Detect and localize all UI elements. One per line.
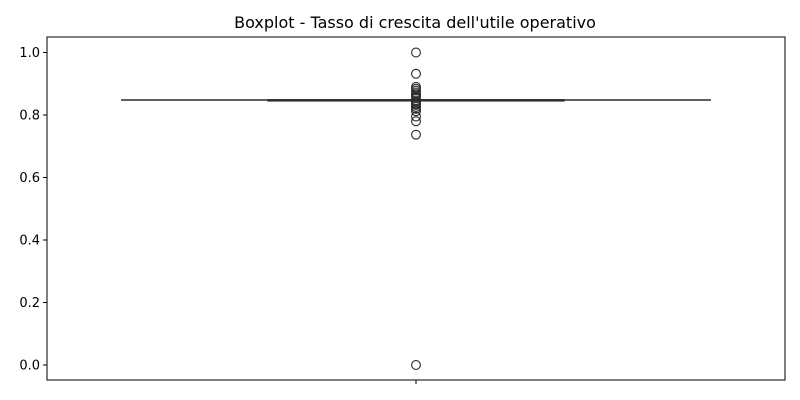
y-tick-label: 0.4 bbox=[19, 234, 40, 249]
outlier-point bbox=[411, 111, 421, 122]
outlier-point bbox=[411, 103, 421, 114]
outlier-point bbox=[411, 68, 421, 79]
outlier-point bbox=[411, 116, 421, 127]
outlier-point bbox=[411, 360, 421, 370]
y-tick-label: 0.6 bbox=[19, 171, 40, 186]
y-axis: 0.0 0.2 0.4 0.6 0.8 1.0 bbox=[19, 46, 47, 374]
y-tick-label: 0.0 bbox=[19, 359, 40, 374]
y-tick-label: 0.8 bbox=[19, 109, 40, 124]
y-tick-label: 1.0 bbox=[19, 46, 40, 61]
y-tick-label: 0.2 bbox=[19, 296, 40, 311]
outlier-point bbox=[411, 106, 421, 117]
outlier-point bbox=[411, 129, 421, 140]
chart-title: Boxplot - Tasso di crescita dell'utile o… bbox=[234, 13, 596, 32]
outlier-point bbox=[411, 47, 421, 58]
outlier-points bbox=[411, 47, 421, 370]
